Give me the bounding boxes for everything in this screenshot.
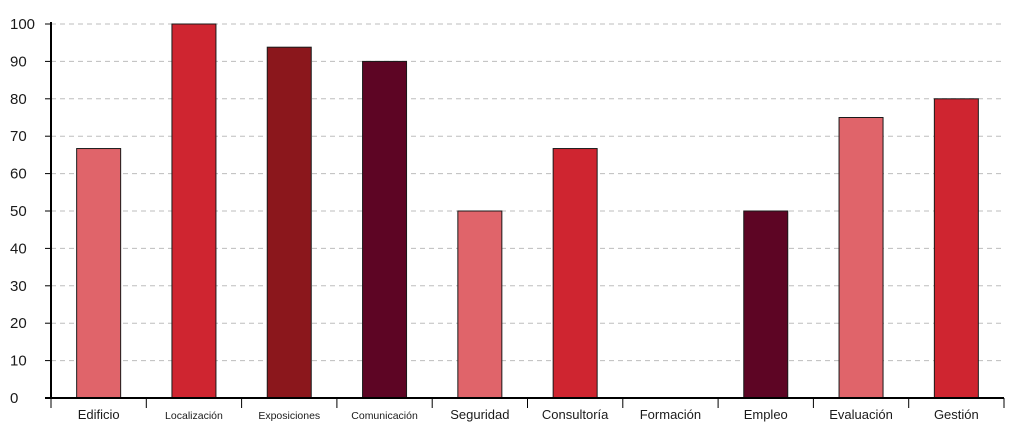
y-tick-label: 20 (10, 315, 27, 332)
y-tick-label: 70 (10, 128, 27, 145)
y-tick-label: 10 (10, 353, 27, 370)
x-tick-label: Gestión (934, 407, 979, 422)
bar-9 (933, 98, 979, 399)
bar-2 (266, 46, 312, 399)
x-tick-label: Empleo (744, 407, 788, 422)
x-tick-label: Exposiciones (258, 410, 320, 422)
y-tick-label: 80 (10, 91, 27, 108)
y-axis: 0 10 20 30 40 50 60 70 80 90 100 (10, 16, 52, 407)
y-tick-label: 40 (10, 240, 27, 257)
bar-7 (743, 210, 789, 399)
y-tick-label: 50 (10, 203, 27, 220)
y-tick-label: 0 (10, 390, 18, 407)
bar-4 (457, 210, 503, 399)
x-tick-label: Formación (640, 407, 701, 422)
x-tick-label: Localización (165, 410, 223, 422)
x-tick-label: Edificio (78, 407, 120, 422)
y-tick-label: 60 (10, 166, 27, 183)
bar-3 (362, 60, 408, 399)
x-tick-label: Evaluación (829, 407, 893, 422)
bar-0 (76, 148, 122, 399)
x-tick-label: Consultoría (542, 407, 609, 422)
bar-1 (171, 23, 217, 399)
x-tick-label: Seguridad (450, 407, 509, 422)
y-tick-label: 30 (10, 278, 27, 295)
bar-5 (552, 148, 598, 399)
y-tick-label: 100 (10, 16, 35, 33)
x-axis: Edificio Localización Exposiciones Comunica… (45, 397, 1005, 422)
y-tick-label: 90 (10, 53, 27, 70)
bar-8 (838, 117, 884, 399)
x-tick-label: Comunicación (351, 410, 418, 422)
bars (76, 23, 979, 399)
